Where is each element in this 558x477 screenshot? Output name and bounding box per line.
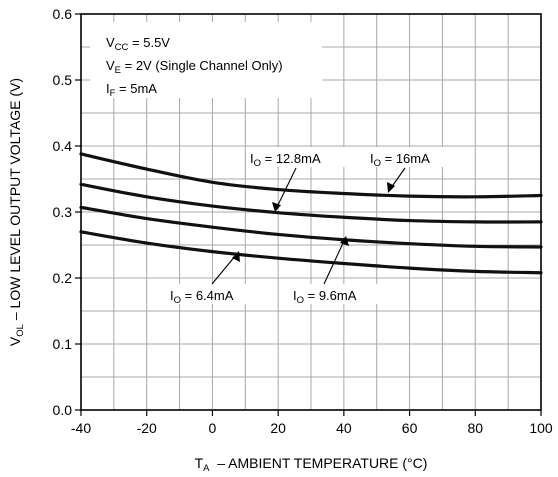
tick-labels: -40 -20 0 20 40 60 80 100 0.0 0.1 0.2 0.3 0.4 0.5 0.6	[53, 6, 553, 436]
y-tick-label: 0.5	[53, 72, 73, 88]
y-tick-label: 0.4	[53, 138, 73, 154]
x-tick-label: 80	[467, 420, 483, 436]
series-label-6-4ma: IO = 6.4mA	[170, 288, 234, 306]
axis-ticks	[75, 13, 542, 416]
series-line-0	[79, 152, 543, 199]
x-tick-label: 0	[209, 420, 217, 436]
y-tick-label: 0.1	[53, 336, 73, 352]
label-arrow-12-8ma	[272, 167, 297, 212]
x-tick-label: -40	[71, 420, 91, 436]
conditions-box	[90, 22, 322, 98]
series-line-1	[79, 182, 543, 224]
y-tick-label: 0.0	[53, 402, 73, 418]
series-label-12-8ma: IO = 12.8mA	[250, 151, 321, 169]
x-axis-label: TA – AMBIENT TEMPERATURE (°C)	[195, 455, 428, 474]
x-tick-label: 60	[402, 420, 418, 436]
y-tick-label: 0.6	[53, 6, 73, 22]
label-arrow-16ma	[387, 167, 406, 193]
series-label-9-6ma: IO = 9.6mA	[293, 288, 357, 306]
condition-if: IF = 5mA	[106, 81, 157, 99]
x-tick-label: 20	[270, 420, 286, 436]
x-tick-label: 40	[336, 420, 352, 436]
label-arrow-9-6ma	[323, 236, 349, 285]
x-tick-label: 100	[529, 420, 553, 436]
y-tick-label: 0.3	[53, 204, 73, 220]
condition-vcc: VCC = 5.5V	[106, 35, 170, 53]
series-line-2	[79, 205, 543, 249]
y-axis-label: VOL – LOW LEVEL OUTPUT VOLTAGE (V)	[7, 78, 26, 346]
series-label-16ma: IO = 16mA	[370, 151, 430, 169]
x-tick-label: -20	[137, 420, 157, 436]
series-line-3	[79, 230, 543, 275]
label-arrow-6-4ma	[211, 251, 240, 285]
y-tick-label: 0.2	[53, 270, 73, 286]
series-lines	[79, 152, 543, 275]
condition-ve: VE = 2V (Single Channel Only)	[106, 58, 283, 76]
